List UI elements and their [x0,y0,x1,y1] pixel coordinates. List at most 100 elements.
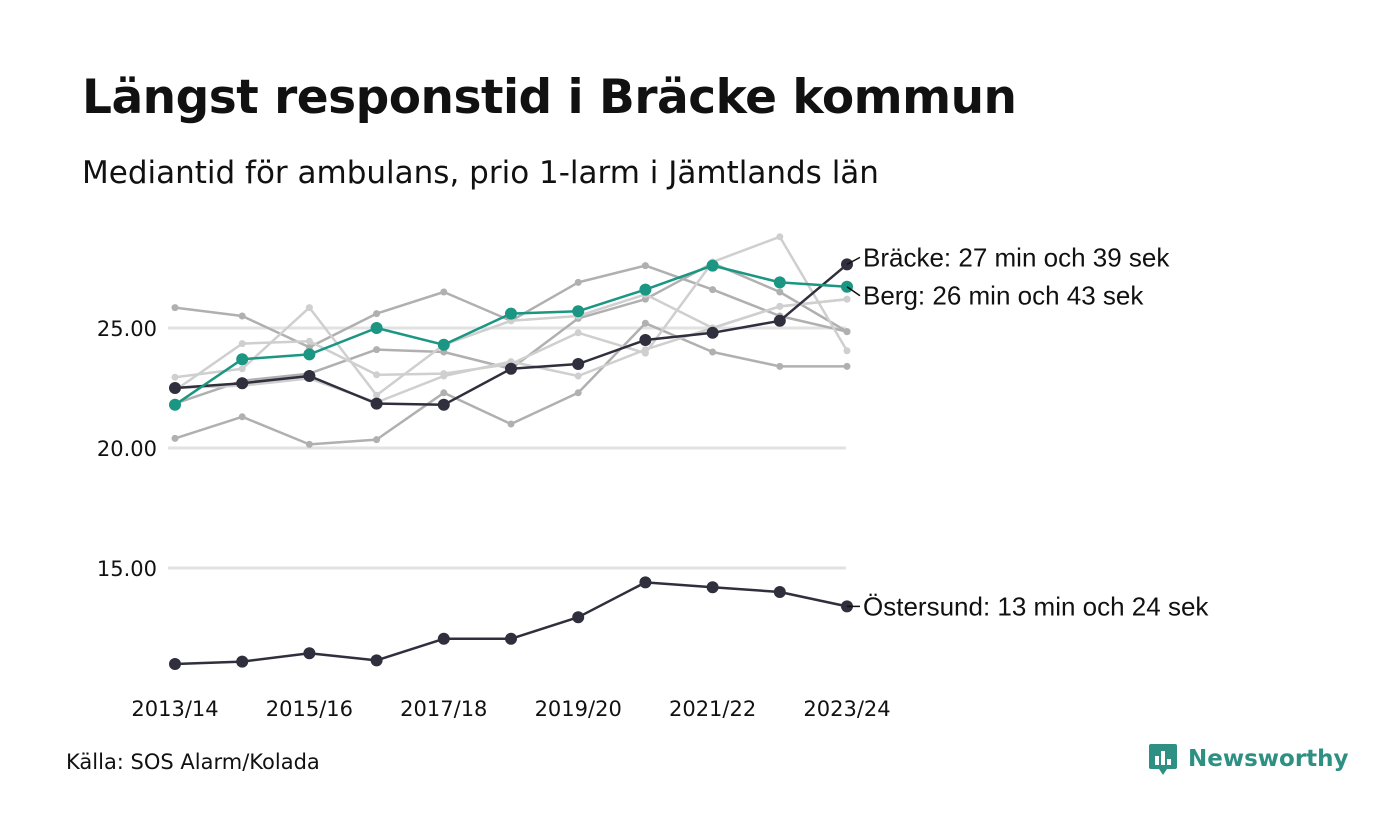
berg-point [303,348,316,361]
background-series-group [171,259,851,408]
background-series-point [776,362,784,370]
background-series-point [843,295,851,303]
ostersund-series [169,576,853,670]
background-series-point [776,233,784,241]
background-series-point [171,304,179,312]
berg-point [370,322,383,334]
chart-title: Längst responstid i Bräcke kommun [82,70,1017,125]
background-series-point [305,304,313,312]
background-series-point [373,391,381,399]
bracke-end-label: Bräcke: 27 min och 39 sek [863,242,1170,272]
x-tick-label: 2017/18 [400,697,487,721]
bracke-series [169,258,853,411]
background-series-point [574,278,582,286]
berg-series [169,259,853,411]
ostersund-point [773,586,786,598]
bracke-point [236,377,249,390]
background-series-point [843,347,851,355]
source-note: Källa: SOS Alarm/Kolada [66,750,320,774]
berg-point [169,398,181,411]
background-series-point [641,262,649,270]
brand-name: Newsworthy [1188,746,1349,772]
x-tick-label: 2015/16 [266,697,353,721]
background-series-point [373,436,381,444]
background-series-point [440,288,448,296]
bracke-point [303,370,316,382]
x-tick-label: 2019/20 [535,697,622,721]
bracke-point [639,334,652,346]
ostersund-point [437,632,450,645]
y-tick-label: 15.00 [97,557,157,581]
background-series-point [238,413,246,421]
background-series-point [373,310,381,318]
bracke-point [437,398,450,411]
background-series-point [641,346,649,354]
ostersund-point [370,654,383,667]
berg-point [437,338,450,351]
y-axis-tick-labels: 15.00 20.00 25.00 [97,317,157,581]
bracke-point [706,326,719,339]
background-series-point [709,286,717,294]
background-series-point [574,372,582,380]
berg-point [639,283,652,296]
background-series-point [171,373,179,381]
background-series-point [843,328,851,336]
background-series-point [171,434,179,442]
bracke-point [773,314,786,327]
berg-label-leader [846,286,861,297]
berg-point [236,353,249,366]
background-series-point [373,371,381,379]
bracke-point [370,397,383,410]
brand-logo: Newsworthy [1148,742,1349,776]
background-series-point [305,337,313,345]
berg-point [572,305,585,318]
bracke-point [169,382,181,394]
background-series-point [641,295,649,303]
ostersund-point [572,611,585,624]
background-series-point [238,312,246,320]
x-tick-label: 2021/22 [669,697,756,721]
berg-point [505,307,517,320]
berg-point [706,259,719,272]
y-tick-label: 25.00 [97,317,157,341]
background-series-point [574,329,582,337]
ostersund-point [169,658,181,670]
background-series-point [440,372,448,380]
background-series-point [709,348,717,356]
bracke-label-leader [846,256,861,266]
x-axis-tick-labels: 2013/14 2015/16 2017/18 2019/20 2021/22 2023/… [131,697,890,721]
newsworthy-logo-icon [1149,744,1177,775]
background-series-point [305,440,313,448]
ostersund-point [236,655,249,668]
background-series-point [776,302,784,310]
y-tick-label: 20.00 [97,437,157,461]
x-tick-label: 2023/24 [803,697,890,721]
x-tick-label: 2013/14 [131,697,218,721]
background-series-group [171,319,851,448]
ostersund-line [173,581,849,666]
bracke-point [572,358,585,370]
ostersund-point [303,647,316,660]
bracke-point [505,362,517,375]
background-series-point [574,389,582,397]
chart-subtitle: Mediantid för ambulans, prio 1-larm i Jä… [82,155,879,191]
background-series [171,233,851,448]
berg-point [773,276,786,289]
berg-end-label: Berg: 26 min och 43 sek [863,281,1144,311]
berg-line [173,264,849,407]
ostersund-point [639,576,652,589]
background-series-point [238,340,246,348]
ostersund-point [505,632,517,645]
bracke-line [173,263,849,407]
ostersund-end-label: Östersund: 13 min och 24 sek [863,591,1209,621]
background-series-point [843,362,851,370]
background-series-point [440,389,448,397]
background-series-point [238,365,246,373]
background-series-point [641,319,649,327]
ostersund-point [706,581,719,594]
background-series-point [507,420,515,428]
background-series-point [373,346,381,354]
series-end-labels: Bräcke: 27 min och 39 sek Berg: 26 min oc… [846,242,1209,621]
background-series-point [776,288,784,296]
